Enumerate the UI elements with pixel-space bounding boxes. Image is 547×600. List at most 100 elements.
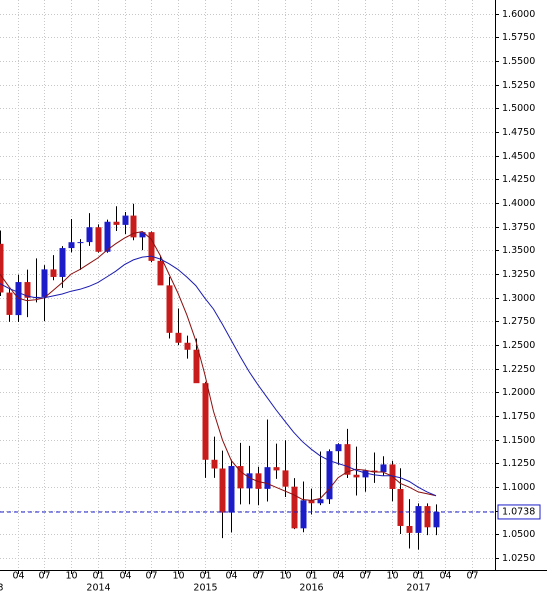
x-tick-label: 07	[359, 571, 371, 582]
candle-body	[130, 215, 137, 238]
x-tick-label: 04	[225, 571, 237, 582]
x-tick-label: 01	[199, 571, 211, 582]
y-tick-label: 1.1500	[502, 435, 535, 446]
candle-body	[291, 486, 298, 529]
x-tick-label: 04	[119, 571, 131, 582]
y-tick-label: 1.3500	[502, 245, 535, 256]
y-tick-label: 1.3250	[502, 269, 535, 280]
x-tick-label: 07	[145, 571, 157, 582]
candle-body	[237, 466, 244, 489]
y-tick-label: 1.0500	[502, 529, 535, 540]
candle-body	[282, 470, 289, 487]
candle-body	[41, 269, 48, 297]
candle-body	[317, 499, 324, 504]
x-tick-label: 10	[65, 571, 77, 582]
x-tick-label: 04	[332, 571, 344, 582]
candle-body	[308, 500, 315, 504]
y-tick-label: 1.4500	[502, 151, 535, 162]
y-tick-label: 1.5250	[502, 80, 535, 91]
candle-body	[273, 467, 280, 471]
y-tick-label: 1.2500	[502, 340, 535, 351]
candle-body	[211, 459, 218, 469]
candle-body	[335, 444, 342, 452]
current-price-box	[497, 504, 541, 520]
y-tick-label: 1.4000	[502, 198, 535, 209]
x-tick-label: 04	[12, 571, 24, 582]
candle-body	[122, 215, 129, 225]
y-tick-label: 1.5000	[502, 103, 535, 114]
candle-body	[104, 221, 111, 252]
y-tick-label: 1.1250	[502, 458, 535, 469]
x-tick-label: 07	[466, 571, 478, 582]
candle-body	[113, 221, 120, 225]
candle-body	[371, 470, 378, 473]
candle-body	[300, 500, 307, 529]
x-tick-label: 07	[252, 571, 264, 582]
y-tick-label: 1.3000	[502, 293, 535, 304]
y-tick-label: 1.2250	[502, 364, 535, 375]
plot-area	[0, 203, 495, 550]
candle-body	[415, 506, 422, 533]
x-tick-label: 01	[92, 571, 104, 582]
candle-body	[166, 285, 173, 333]
candle-body	[157, 260, 164, 286]
candle-body	[175, 332, 182, 343]
y-tick-label: 1.1000	[502, 482, 535, 493]
candle-body	[59, 248, 66, 277]
current-price-label: 1.0738	[502, 506, 535, 517]
y-tick-label: 1.1750	[502, 411, 535, 422]
candle-body	[139, 232, 146, 238]
y-tick-label: 1.0250	[502, 553, 535, 564]
y-tick-label: 1.4250	[502, 174, 535, 185]
candle-body	[95, 227, 102, 252]
candle-body	[219, 468, 226, 513]
x-tick-label: 10	[172, 571, 184, 582]
candle-body	[202, 383, 209, 460]
y-tick-label: 1.5750	[502, 32, 535, 43]
x-tick-label: 01	[412, 571, 424, 582]
x-year-label: 2017	[406, 583, 430, 594]
x-year-label: 2016	[299, 583, 323, 594]
candle-body	[344, 444, 351, 475]
x-year-label: 2015	[193, 583, 217, 594]
candle-body	[246, 473, 253, 489]
x-year-label: 2013	[0, 583, 4, 594]
y-tick-label: 1.2750	[502, 316, 535, 327]
x-year-label: 2014	[86, 583, 110, 594]
candle-body	[184, 342, 191, 350]
y-tick-label: 1.5500	[502, 56, 535, 67]
candle-body	[326, 451, 333, 500]
candle-body	[50, 269, 57, 277]
candle-body	[0, 243, 4, 293]
candle-body	[397, 488, 404, 526]
y-tick-label: 1.6000	[502, 9, 535, 20]
candle-body	[353, 474, 360, 478]
candle-body	[148, 232, 155, 261]
candle-body	[255, 473, 262, 489]
x-tick-label: 10	[386, 571, 398, 582]
y-tick-label: 1.4750	[502, 127, 535, 138]
moving-average-line	[0, 230, 437, 501]
x-tick-label: 01	[305, 571, 317, 582]
candle-body	[86, 227, 93, 243]
candle-body	[424, 506, 431, 528]
x-tick-label: 10	[279, 571, 291, 582]
candle-body	[15, 282, 22, 316]
candle-body	[24, 282, 31, 298]
candle-body	[193, 349, 200, 384]
y-tick-label: 1.2000	[502, 387, 535, 398]
candle-body	[362, 470, 369, 478]
candle-body	[406, 525, 413, 533]
candle-body	[228, 466, 235, 513]
x-tick-label: 04	[439, 571, 451, 582]
candle-body	[68, 242, 75, 249]
candle-body	[380, 464, 387, 473]
moving-average-line	[0, 255, 437, 497]
candle-body	[77, 242, 84, 244]
candle-body	[264, 467, 271, 489]
y-tick-label: 1.3750	[502, 222, 535, 233]
x-tick-label: 07	[38, 571, 50, 582]
candle-body	[6, 292, 13, 315]
